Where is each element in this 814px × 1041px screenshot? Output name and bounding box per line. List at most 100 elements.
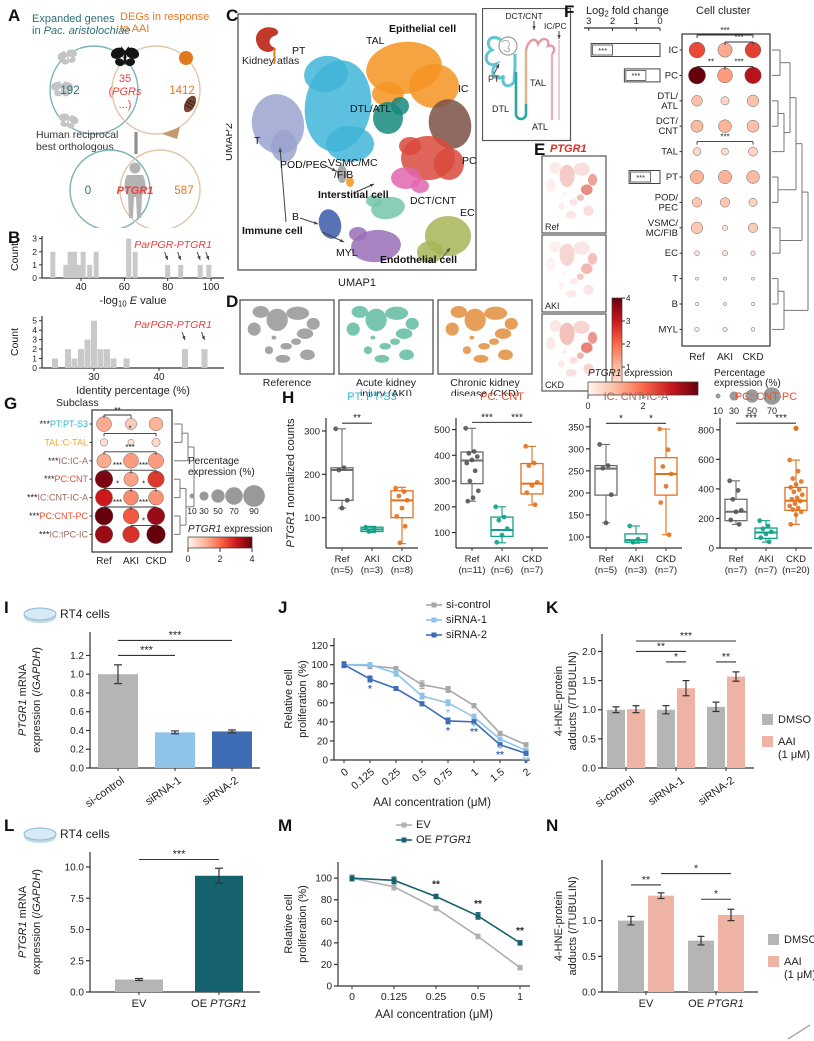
sig-stars: ** xyxy=(474,899,482,910)
text-seg: 80 xyxy=(317,679,329,690)
text-seg: (n=7) xyxy=(725,565,747,576)
text-seg: *** xyxy=(720,26,729,35)
text-seg: 0 xyxy=(32,273,37,283)
text-seg: 100 xyxy=(315,874,332,885)
text-seg: DTL xyxy=(492,104,509,114)
bar xyxy=(707,706,725,768)
text-seg: 0.75 xyxy=(432,766,455,788)
text-seg: *** xyxy=(680,630,692,642)
human-silhouette-icon xyxy=(124,162,146,218)
expression-dot xyxy=(717,67,733,84)
text-seg: *** xyxy=(48,456,59,466)
text-seg: *** xyxy=(140,644,154,656)
text-seg: *** xyxy=(39,529,50,539)
umap-label-tal: TAL xyxy=(366,35,385,47)
data-marker xyxy=(393,670,399,676)
expression-dot xyxy=(746,94,760,107)
data-point xyxy=(796,487,802,493)
data-point xyxy=(792,501,798,507)
expression-legend-title: PTGR1 expression xyxy=(588,368,672,379)
text-seg: ** xyxy=(496,750,504,761)
sig-stars: *** xyxy=(720,26,729,35)
panel-i-canvas: RT4 cells 0.0 0.2 0.4 0.6 0.8 1.0 1.2 si-control… xyxy=(17,607,260,810)
panel-l-canvas: RT4 cells 0.0 2.5 5.0 7.5 10.0 EV OE PTGR1 *** PT… xyxy=(17,827,260,1010)
histogram-bar xyxy=(123,358,130,368)
x-tick-label: AKI xyxy=(364,554,379,565)
umap-label-vsmc-mc: VSMC/MC xyxy=(328,157,378,169)
text-seg: IC/PC xyxy=(544,21,567,31)
arrow-head xyxy=(182,335,186,340)
arrow-head xyxy=(278,148,283,152)
y-axis-label: expression (/GAPDH) xyxy=(31,647,43,753)
histogram-bar xyxy=(132,251,138,278)
percentage-legend-value: 50 xyxy=(213,506,223,516)
parpgr-ptgr1-annotation: ParPGR-PTGR1 xyxy=(134,319,212,331)
venn1-left-count: 192 xyxy=(60,85,79,97)
text-seg: 0 xyxy=(585,401,590,411)
text-seg: ** xyxy=(474,899,482,910)
expression-dot xyxy=(695,302,699,306)
umap-expr-frame xyxy=(541,234,607,313)
text-seg: (n=3) xyxy=(361,565,383,576)
data-marker xyxy=(517,965,523,971)
x-tick-label: OE PTGR1 xyxy=(688,998,744,1010)
text-seg: adducts (/TUBULIN) xyxy=(567,651,579,750)
text-seg: 0 xyxy=(657,16,662,27)
expression-dot xyxy=(147,470,165,488)
y-axis-label: Count xyxy=(9,328,21,356)
nephron-label-dct-cnt: DCT/CNT xyxy=(505,11,542,21)
data-point xyxy=(532,502,538,508)
text-seg: 0.5 xyxy=(582,734,596,745)
text-seg: 2.5 xyxy=(70,956,84,967)
text-seg: *** xyxy=(139,461,148,470)
percentage-legend-title: Percentage xyxy=(188,456,240,467)
histogram-bar xyxy=(126,238,132,278)
text-seg: 300 xyxy=(304,427,320,438)
text-seg: 3 xyxy=(32,234,37,244)
expression-dot xyxy=(721,147,729,156)
text-seg: AAI xyxy=(778,736,796,748)
text-seg: IC:CNT-IC-A xyxy=(38,493,89,503)
data-point xyxy=(635,536,641,542)
ptgr1-gene-label: PTGR1 xyxy=(117,185,154,197)
percentage-legend-value: 30 xyxy=(729,406,739,416)
x-tick-label: OE PTGR1 xyxy=(191,998,247,1010)
umap-label--fib: /FIB xyxy=(334,169,353,181)
y-tick-label: 300 xyxy=(304,427,320,438)
text-seg: 0.0 xyxy=(582,764,596,775)
fold-tick-label: 1 xyxy=(634,16,639,27)
y-axis-label: Relative cell xyxy=(283,669,295,728)
text-seg: 4-HNE-protein xyxy=(553,891,565,961)
text-seg: PC xyxy=(665,70,678,81)
text-seg: 250 xyxy=(568,466,584,477)
text-seg: * xyxy=(128,424,131,433)
text-seg: siRNA-2 xyxy=(200,775,240,808)
data-point xyxy=(765,523,771,529)
histogram-bar xyxy=(71,358,78,368)
subclass-row-label: ***PT:PT-S3 xyxy=(39,419,88,429)
data-point xyxy=(600,465,606,471)
umap-mini-blob xyxy=(549,319,562,332)
text-seg: RT4 cells xyxy=(60,607,110,621)
text-seg: OE xyxy=(688,998,707,1010)
text-seg: T xyxy=(254,135,261,147)
text-seg: *** xyxy=(775,413,787,424)
data-point xyxy=(663,483,669,489)
x-tick-label: siRNA-1 xyxy=(646,775,686,808)
panel-k: K 0.0 0.5 1.0 1.5 2.0 si-control siRNA-1 siRNA-2… xyxy=(546,598,814,816)
x-tick-label: 0.5 xyxy=(471,991,486,1003)
text-seg: 120 xyxy=(311,641,328,652)
expression-dot xyxy=(690,170,704,184)
umap-mini-blob xyxy=(565,368,577,377)
y-tick-label: 3 xyxy=(32,335,37,345)
histogram-bar xyxy=(50,251,56,278)
umap-mini-blob xyxy=(489,338,499,345)
umap-mini-blob xyxy=(379,342,391,350)
page-corner-artifact xyxy=(784,1021,814,1041)
butterfly-antenna xyxy=(120,46,126,53)
panel-letter-b: B xyxy=(8,228,21,247)
legend-swatch xyxy=(762,714,773,725)
subclass-row-label: TAL:C-TAL xyxy=(44,437,88,447)
text-seg: MC/FIB xyxy=(646,228,678,239)
umap-mini-blob xyxy=(300,349,315,361)
